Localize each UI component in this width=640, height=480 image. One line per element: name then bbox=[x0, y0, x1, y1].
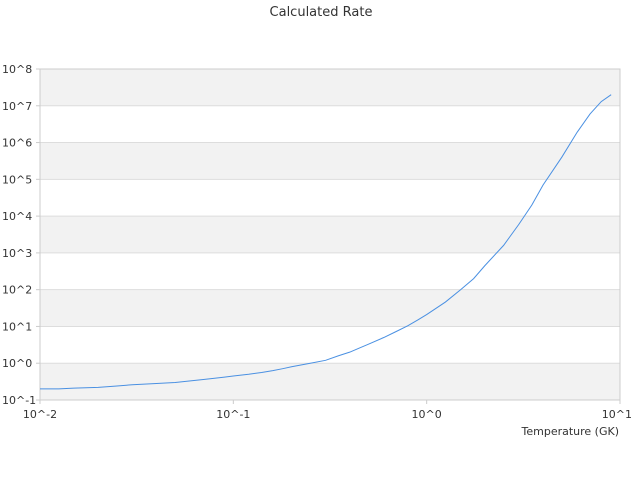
y-tick-label: 10^7 bbox=[2, 100, 32, 113]
grid-band bbox=[40, 363, 620, 400]
y-tick-label: 10^5 bbox=[2, 173, 32, 186]
y-tick-label: 10^4 bbox=[2, 210, 32, 223]
y-axis-ticks: 10^-1 10^0 10^1 10^2 10^3 10^4 10^5 10^6 10^7 10^… bbox=[2, 63, 40, 407]
series-line bbox=[40, 94, 612, 390]
x-axis-title: Temperature (GK) bbox=[521, 425, 620, 438]
x-tick-label: 10^1 bbox=[602, 408, 632, 421]
x-axis-ticks: 10^-2 10^-1 10^0 10^1 bbox=[23, 400, 632, 421]
y-tick-label: 10^1 bbox=[2, 320, 32, 333]
grid-bands bbox=[40, 69, 620, 400]
y-tick-label: 10^3 bbox=[2, 247, 32, 260]
plot-frame bbox=[39, 68, 621, 401]
x-tick-label: 10^-2 bbox=[23, 408, 57, 421]
series-group bbox=[40, 94, 612, 390]
y-tick-label: 10^-1 bbox=[2, 394, 36, 407]
grid-band bbox=[40, 69, 620, 106]
grid-band bbox=[40, 216, 620, 253]
y-tick-label: 10^0 bbox=[2, 357, 32, 370]
y-tick-label: 10^2 bbox=[2, 284, 32, 297]
x-tick-label: 10^-1 bbox=[216, 408, 250, 421]
x-tick-label: 10^0 bbox=[412, 408, 442, 421]
chart-title: Calculated Rate bbox=[270, 5, 373, 20]
y-tick-label: 10^8 bbox=[2, 63, 32, 76]
grid-band bbox=[40, 289, 620, 327]
grid-band bbox=[40, 142, 620, 180]
y-tick-label: 10^6 bbox=[2, 137, 32, 150]
